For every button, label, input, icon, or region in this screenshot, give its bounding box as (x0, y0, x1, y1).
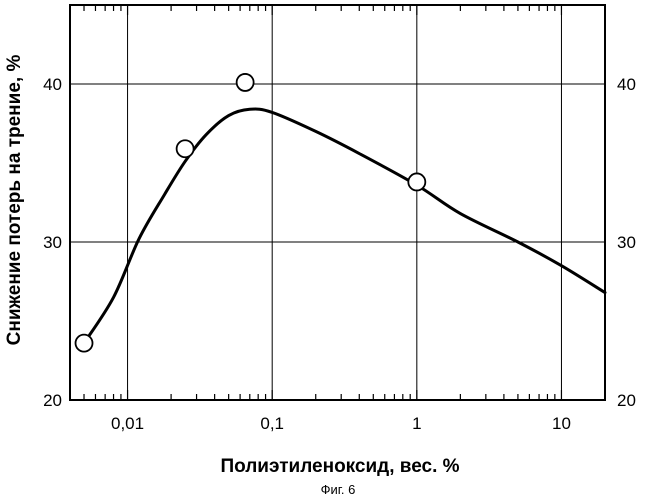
data-point (177, 140, 194, 157)
grid-lines (70, 5, 605, 400)
data-point (408, 173, 425, 190)
y-tick-label-left: 30 (43, 233, 62, 252)
x-tick-label: 10 (552, 414, 571, 433)
y-axis-label: Снижение потерь на трение, % (4, 55, 25, 346)
fit-curve-layer (84, 109, 605, 343)
x-tick-label: 0,1 (260, 414, 284, 433)
y-tick-label-right: 40 (617, 75, 636, 94)
fit-curve (84, 109, 605, 343)
plot-frame (70, 5, 605, 400)
x-axis-label: Полиэтиленоксид, вес. % (220, 456, 459, 477)
data-point (237, 74, 254, 91)
x-tick-label: 0,01 (111, 414, 144, 433)
data-point (76, 335, 93, 352)
y-tick-label-right: 20 (617, 391, 636, 410)
y-tick-label-left: 20 (43, 391, 62, 410)
y-tick-label-right: 30 (617, 233, 636, 252)
x-tick-label: 1 (412, 414, 421, 433)
figure-caption: Фиг. 6 (321, 482, 356, 497)
y-tick-label-left: 40 (43, 75, 62, 94)
